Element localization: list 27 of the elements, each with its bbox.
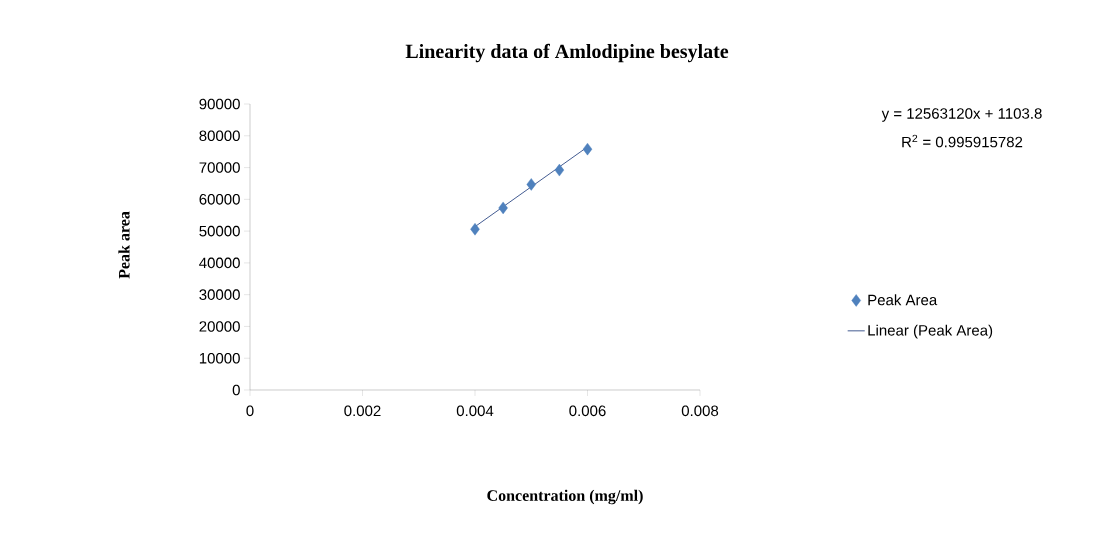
legend-label: Linear (Peak Area) [868,324,993,339]
point [582,142,593,156]
point [498,201,508,215]
point [526,178,536,191]
chart-title: Linearity data of Amlodipine besylate [405,43,729,63]
y-axis-title: Peak area [118,211,130,279]
y-tick-label: 30000 [199,289,240,300]
x-tick-label: 0.008 [681,405,719,417]
x-axis-title: Concentration (mg/ml) [487,489,643,505]
x-tick-label: 0.004 [456,405,494,417]
y-tick-label: 50000 [199,225,240,237]
y-tick-label: 80000 [199,130,240,142]
y-tick-label: 0 [232,384,240,396]
y-tick-label: 90000 [199,98,240,110]
x-tick-label: 0.002 [344,405,381,417]
x-tick-label: 0 [246,405,254,417]
y-tick-label: 70000 [199,162,240,173]
y-tick-label: 10000 [199,352,240,364]
y-tick-label: 20000 [199,321,240,332]
text: y = 12563120x + 1103.8 [881,108,1042,122]
point [470,223,480,236]
y-tick-label: 40000 [199,257,240,269]
point [554,163,565,177]
x-tick-label: 0.006 [569,405,606,417]
y-tick-label: 60000 [199,194,240,205]
text: R$^{2}$ = 0.995915782 [902,134,1023,148]
legend-label: Peak Area [868,294,938,306]
